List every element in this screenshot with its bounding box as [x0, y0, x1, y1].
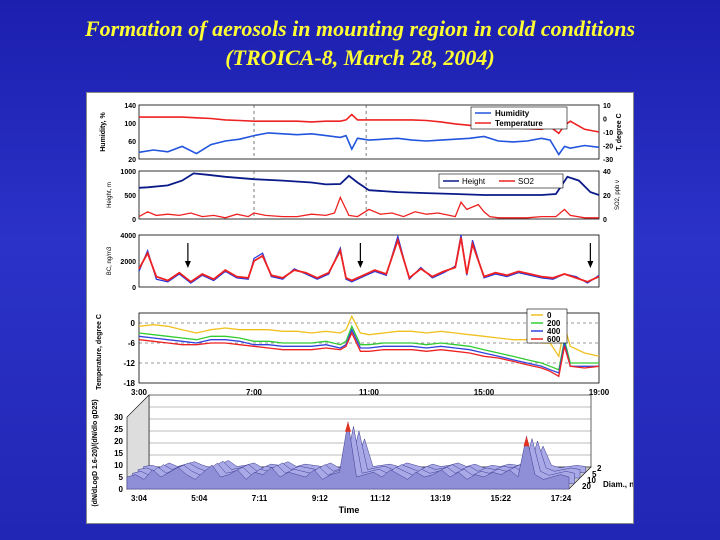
slide-title: Formation of aerosols in mounting region… [0, 14, 720, 72]
title-line-1: Formation of aerosols in mounting region… [84, 16, 636, 41]
so2-tick-label: 20 [603, 193, 611, 200]
surface-depth-tick-label: 20 [582, 482, 591, 491]
levels-legend-label: 200 [547, 319, 561, 328]
time-tick-label: 15:00 [474, 388, 495, 397]
temperature-axis-label: T, degree C [616, 113, 623, 150]
temperature-tick-label: -10 [603, 130, 613, 137]
humidity-tick-label: 140 [124, 103, 136, 110]
annotation-arrow-head [587, 261, 594, 268]
surface-time-tick-label: 3:04 [131, 494, 148, 503]
annotation-arrow-head [357, 261, 364, 268]
humidity-tick-label: 20 [128, 157, 136, 164]
humidity-legend-box [470, 106, 568, 130]
figure-panel: 140 100 60 20 10 0 -10 -20 -30 Humidity, % T, degr… [86, 92, 634, 524]
temperature-series-line [139, 113, 600, 135]
so2-legend-label: SO2 [518, 177, 535, 186]
surface-peak-tip [345, 421, 351, 432]
temperature-levels-tick-label: -6 [128, 339, 136, 348]
surface-depth-tick-label: 2 [597, 464, 602, 473]
black-carbon-frame [138, 234, 600, 288]
so2-axis-label: SO2, ppb v [615, 180, 621, 210]
levels-legend-label: 0 [547, 311, 552, 320]
temperature-levels-tick-label: 0 [131, 319, 136, 328]
surface-tick-label: 20 [114, 437, 123, 446]
surface-depth-tick-label: 10 [587, 476, 596, 485]
surface-tick-label: 25 [114, 425, 123, 434]
humidity-tick-label: 100 [124, 121, 136, 128]
temperature-levels-tick-label: -18 [123, 379, 135, 388]
temperature-levels-tick-label: -12 [123, 359, 135, 368]
surface-tick-label: 5 [119, 473, 124, 482]
annotation-arrow-head [184, 261, 191, 268]
bc-axis-label: BC, ng/m3 [107, 246, 113, 275]
surface-tick-label: 15 [114, 449, 123, 458]
height-series-line [138, 172, 600, 196]
bc-tick-label: 2000 [120, 259, 136, 266]
surface-time-tick-label: 13:19 [430, 494, 451, 503]
surface-time-axis-label: Time [339, 505, 360, 515]
humidity-legend-label: Humidity [495, 109, 530, 118]
surface-peak-tip [523, 436, 530, 447]
temperature-tick-label: 0 [603, 117, 607, 124]
bc-series-red-line [138, 237, 600, 283]
surface-time-tick-label: 9:12 [312, 494, 329, 503]
time-tick-label: 7:00 [246, 388, 263, 397]
height-tick-label: 1000 [120, 169, 136, 176]
time-tick-label: 19:00 [589, 388, 610, 397]
surface-time-tick-label: 5:04 [191, 494, 208, 503]
temperature-level-line-600 [138, 331, 600, 378]
temperature-level-line-400 [138, 328, 599, 374]
bc-tick-label: 0 [132, 285, 136, 292]
so2-series-line [138, 195, 599, 219]
surface-ridge-row [126, 421, 570, 490]
surface-tick-label: 30 [114, 413, 123, 422]
bc-series-blue-line [138, 234, 600, 284]
height-tick-label: 500 [124, 193, 136, 200]
humidity-series-line [138, 132, 600, 156]
bc-tick-label: 4000 [120, 233, 136, 240]
temperature-tick-label: 10 [603, 103, 611, 110]
surface-y-axis-label: (dN/dLogD 1.6-20)/(dN/dlo gD25) [92, 399, 99, 506]
humidity-axis-label: Humidity, % [100, 111, 107, 151]
humidity-tick-label: 60 [128, 139, 136, 146]
time-tick-label: 3:00 [131, 388, 148, 397]
height-axis-label: Height, m [107, 182, 113, 208]
surface-time-tick-label: 15:22 [490, 494, 511, 503]
so2-tick-label: 40 [603, 169, 611, 176]
so2-tick-label: 0 [603, 217, 607, 224]
height-legend-label: Height [462, 177, 486, 186]
temperature-legend-label: Temperature [495, 119, 543, 128]
temperature-tick-label: -20 [603, 144, 613, 151]
temperature-levels-axis-label: Temperature, degree C [96, 314, 103, 390]
surface-tick-label: 0 [119, 485, 124, 494]
time-tick-label: 11:00 [359, 388, 380, 397]
surface-depth-axis-label: Diam., nm [603, 480, 633, 489]
levels-legend-label: 400 [547, 327, 561, 336]
surface-time-tick-label: 7:11 [252, 494, 268, 503]
temperature-level-line-200 [138, 324, 599, 371]
title-line-2: (TROICA-8, March 28, 2004) [225, 45, 495, 70]
surface-tick-label: 10 [114, 461, 123, 470]
surface-time-tick-label: 17:24 [551, 494, 572, 503]
levels-legend-label: 600 [547, 335, 561, 344]
surface-depth-tick-label: 5 [592, 470, 597, 479]
height-tick-label: 0 [132, 217, 136, 224]
temperature-tick-label: -30 [603, 157, 613, 164]
surface-time-tick-label: 11:12 [370, 494, 391, 503]
